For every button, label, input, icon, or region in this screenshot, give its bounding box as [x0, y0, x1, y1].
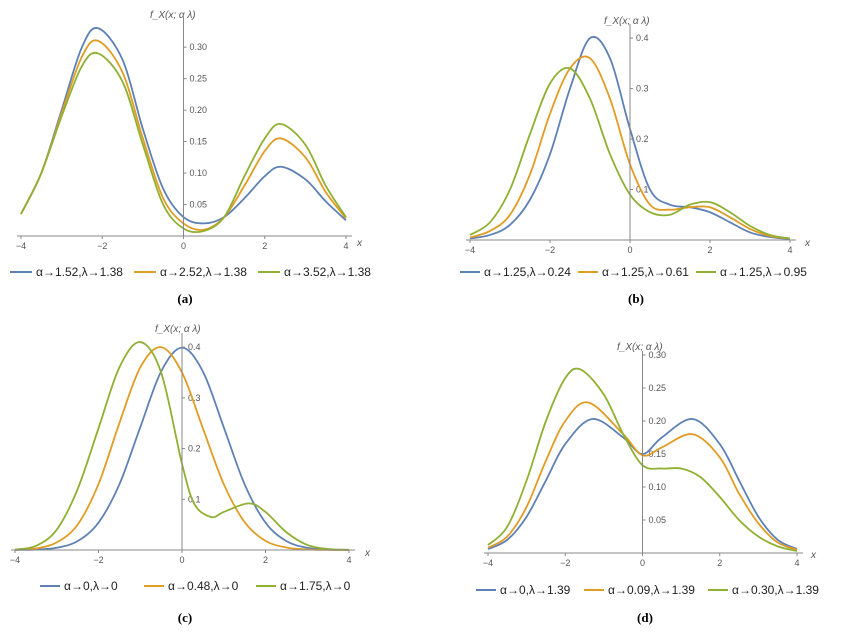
panel-c-y-tick-label: 0.3 [188, 393, 201, 403]
panel-c-x-tick-label: −2 [93, 555, 103, 565]
panel-a-series-line-1 [20, 27, 347, 225]
panel-c-x-tick-label: −4 [10, 555, 20, 565]
panel-b-x-tick-label: 0 [627, 245, 632, 255]
panel-d-y-tick-label: 0.20 [649, 416, 667, 426]
panel-d-y-axis-label: f_X(x; α λ) [617, 342, 663, 353]
panel-b-legend: α→1.25,λ→0.24 α→1.25,λ→0.61 α→1.25,λ→0.9… [460, 265, 807, 279]
legend-label-d-1: α→0,λ→1.39 [500, 583, 571, 597]
panel-b-y-tick-label: 0.4 [636, 33, 649, 43]
panel-c-x-tick-label: 4 [346, 555, 351, 565]
panel-a-ticks: −4 −2 0 2 4 0.05 0.10 0.15 0.20 0.25 0.30 [16, 42, 349, 251]
panel-c-x-tick-label: 0 [179, 555, 184, 565]
panel-b-ticks: −4 −2 0 2 4 0.1 0.2 0.3 0.4 [465, 33, 793, 255]
legend-label-c-3: α→1.75,λ→0 [280, 579, 351, 593]
panel-d-ticks: −4 −2 0 2 4 0.05 0.10 0.15 0.20 0.25 0.30 [483, 350, 800, 568]
legend-label-c-2: α→0.48,λ→0 [168, 579, 239, 593]
panel-a-caption: (a) [177, 291, 192, 306]
panel-d-x-tick-label: 2 [717, 558, 722, 568]
panel-b-caption: (b) [628, 291, 644, 306]
panel-b-axes [466, 24, 796, 241]
panel-d-y-tick-label: 0.10 [649, 482, 667, 492]
panel-a-x-tick-label: 2 [262, 241, 267, 251]
panel-a-y-tick-label: 0.25 [190, 74, 208, 84]
panel-a-y-tick-label: 0.10 [190, 168, 208, 178]
panel-c-y-tick-label: 0.1 [188, 494, 201, 504]
panel-a-x-tick-label: −2 [97, 241, 107, 251]
panel-b-y-tick-label: 0.3 [636, 84, 649, 94]
panel-d-x-tick-label: 0 [640, 558, 645, 568]
panel-b: −4 −2 0 2 4 0.1 0.2 0.3 0.4 f_X(x; α λ) x α→1.25… [460, 16, 811, 306]
legend-label-d-2: α→0.09,λ→1.39 [608, 583, 695, 597]
panel-c-y-axis-label: f_X(x; α λ) [155, 324, 201, 335]
panel-c-legend: α→0,λ→0 α→0.48,λ→0 α→1.75,λ→0 [40, 579, 351, 593]
panel-c-y-tick-label: 0.2 [188, 444, 201, 454]
panel-c-x-tick-label: 2 [263, 555, 268, 565]
panel-a-y-tick-label: 0.05 [190, 200, 208, 210]
panel-a-x-tick-label: −4 [16, 241, 26, 251]
panel-b-y-tick-label: 0.2 [636, 134, 649, 144]
panel-c: −4 −2 0 2 4 0.1 0.2 0.3 0.4 f_X(x; α λ) x α→0,λ→… [10, 324, 371, 625]
panel-c-series-line-3 [14, 341, 350, 551]
panel-a-x-tick-label: 4 [343, 241, 348, 251]
panel-d-legend: α→0,λ→1.39 α→0.09,λ→1.39 α→0.30,λ→1.39 [476, 583, 819, 597]
panel-b-x-tick-label: −2 [545, 245, 555, 255]
panel-a-y-tick-label: 0.15 [190, 137, 208, 147]
panel-d-x-tick-label: −2 [560, 558, 570, 568]
panel-b-y-axis-label: f_X(x; α λ) [604, 16, 650, 27]
panel-a-legend: α→1.52,λ→1.38 α→2.52,λ→1.38 α→3.52,λ→1.3… [10, 265, 371, 279]
panel-b-x-tick-label: −4 [465, 245, 475, 255]
panel-c-ticks: −4 −2 0 2 4 0.1 0.2 0.3 0.4 [10, 342, 352, 565]
legend-label-b-3: α→1.25,λ→0.95 [720, 265, 807, 279]
panel-d-x-axis-label: x [810, 550, 817, 561]
legend-label-a-3: α→3.52,λ→1.38 [284, 265, 371, 279]
panel-d-y-tick-label: 0.05 [649, 515, 667, 525]
panel-a-axes [17, 18, 352, 237]
panel-a-y-tick-label: 0.20 [190, 105, 208, 115]
panel-b-x-tick-label: 2 [707, 245, 712, 255]
panel-a-x-tick-label: 0 [181, 241, 186, 251]
panel-d-caption: (d) [637, 610, 653, 625]
legend-label-b-1: α→1.25,λ→0.24 [484, 265, 571, 279]
legend-label-a-1: α→1.52,λ→1.38 [36, 265, 123, 279]
panel-d-axes [484, 351, 803, 554]
legend-label-b-2: α→1.25,λ→0.61 [602, 265, 689, 279]
panel-a: −4 −2 0 2 4 0.05 0.10 0.15 0.20 0.25 0.30 f_X(x; α… [10, 10, 371, 306]
panel-a-x-axis-label: x [356, 238, 363, 249]
panel-b-x-tick-label: 4 [787, 245, 792, 255]
panel-d: −4 −2 0 2 4 0.05 0.10 0.15 0.20 0.25 0.30 f_X(x; α… [476, 342, 819, 625]
panel-c-caption: (c) [178, 610, 192, 625]
panel-c-x-axis-label: x [364, 548, 371, 559]
panel-b-y-tick-label: 0.1 [636, 185, 649, 195]
panel-d-y-tick-label: 0.30 [649, 350, 667, 360]
legend-label-a-2: α→2.52,λ→1.38 [160, 265, 247, 279]
panel-a-y-axis-label: f_X(x; α λ) [150, 10, 196, 21]
panel-d-y-tick-label: 0.15 [649, 449, 667, 459]
panel-d-x-tick-label: −4 [483, 558, 493, 568]
panel-a-y-tick-label: 0.30 [190, 42, 208, 52]
panel-c-y-tick-label: 0.4 [188, 342, 201, 352]
legend-label-d-3: α→0.30,λ→1.39 [732, 583, 819, 597]
panel-a-y-axis-label-text: f_X(x; α λ) [150, 10, 196, 21]
panel-b-x-axis-label: x [804, 238, 811, 249]
panel-d-x-tick-label: 4 [794, 558, 799, 568]
panel-c-axes [11, 333, 355, 551]
panel-d-y-tick-label: 0.25 [649, 383, 667, 393]
legend-label-c-1: α→0,λ→0 [64, 579, 118, 593]
